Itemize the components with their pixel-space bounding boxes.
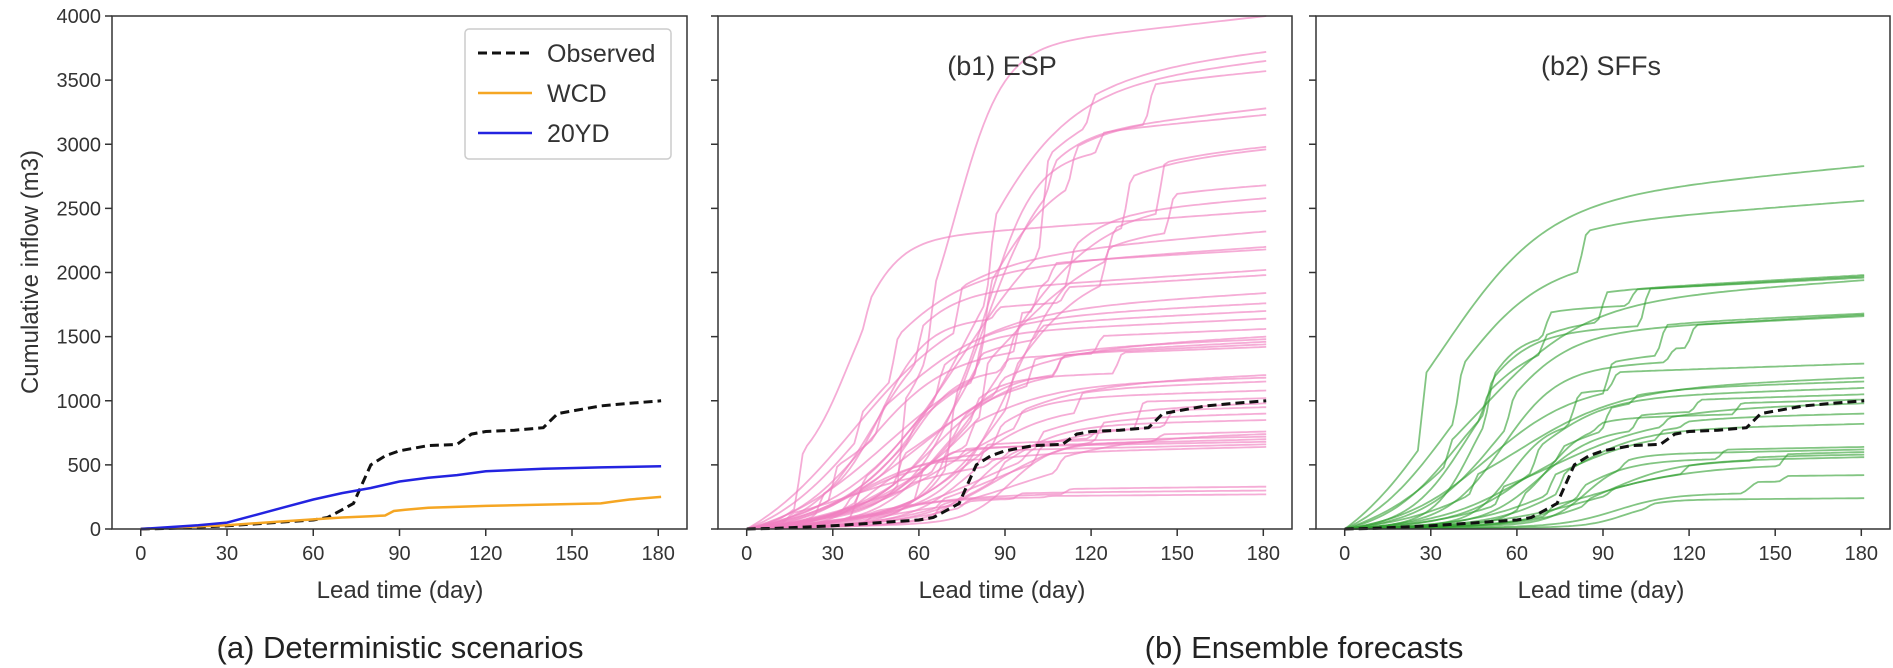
x-tick-label: 150 — [555, 543, 588, 565]
panel-b2-x-axis: 0 30 60 90 120 150 180 — [1339, 529, 1878, 565]
x-tick-label: 180 — [1845, 543, 1878, 565]
panel-a-ylabel: Cumulative inflow (m3) — [17, 150, 44, 394]
legend-label-20yd: 20YD — [547, 120, 610, 148]
ensemble-member-line — [1344, 402, 1865, 530]
ensemble-member-line — [746, 340, 1267, 530]
x-tick-label: 30 — [1420, 543, 1442, 565]
plot-b2-data — [1344, 165, 1865, 531]
caption-a: (a) Deterministic scenarios — [217, 630, 584, 665]
y-tick-label: 2000 — [57, 263, 102, 285]
series-line-20yd — [140, 464, 662, 531]
ensemble-member-line — [746, 446, 1267, 530]
ensemble-member-line — [746, 107, 1267, 530]
legend-label-observed: Observed — [547, 40, 655, 68]
x-tick-label: 0 — [741, 543, 752, 565]
ensemble-member-line — [746, 412, 1267, 530]
ensemble-member-line — [746, 489, 1267, 530]
series-line-observed — [746, 399, 1267, 531]
ensemble-member-line — [1344, 276, 1865, 530]
x-tick-label: 30 — [216, 543, 238, 565]
caption-b: (b) Ensemble forecasts — [1145, 630, 1464, 665]
legend-label-wcd: WCD — [547, 80, 607, 108]
ensemble-member-line — [1344, 165, 1865, 530]
x-tick-label: 0 — [1339, 543, 1350, 565]
panel-a-y-axis: 0 500 1000 1500 2000 2500 3000 3500 4000 — [57, 6, 112, 541]
series-line-wcd — [140, 495, 662, 531]
panel-b2-y-axis — [1309, 15, 1316, 530]
plot-a-data — [140, 399, 662, 531]
ensemble-member-line — [746, 230, 1267, 530]
y-tick-label: 4000 — [57, 6, 102, 28]
x-tick-label: 150 — [1759, 543, 1792, 565]
ensemble-member-line — [746, 245, 1267, 530]
ensemble-member-line — [1344, 376, 1865, 530]
x-tick-label: 30 — [822, 543, 844, 565]
ensemble-member-line — [746, 443, 1267, 530]
x-tick-label: 60 — [908, 543, 930, 565]
ensemble-member-line — [1344, 315, 1865, 530]
panel-b1-x-axis: 0 30 60 90 120 150 180 — [741, 529, 1280, 565]
y-tick-label: 0 — [90, 519, 101, 541]
ensemble-member-line — [1344, 199, 1865, 530]
y-tick-label: 3500 — [57, 70, 102, 92]
panel-b1-xlabel: Lead time (day) — [919, 577, 1086, 604]
legend: Observed WCD 20YD — [464, 28, 672, 160]
ensemble-member-line — [1344, 412, 1865, 530]
ensemble-member-line — [746, 60, 1267, 530]
panel-b1-y-axis — [711, 15, 718, 530]
x-tick-label: 120 — [1074, 543, 1107, 565]
ensemble-member-line — [746, 184, 1267, 530]
panel-b1-title: (b1) ESP — [947, 51, 1057, 81]
y-tick-label: 1000 — [57, 391, 102, 413]
ensemble-member-line — [746, 210, 1267, 530]
panel-a: 0 30 60 90 120 150 180 0 500 1000 1500 2000 2500 300… — [17, 6, 688, 604]
series-line-observed — [1344, 399, 1865, 531]
ensemble-member-line — [746, 338, 1267, 530]
x-tick-label: 0 — [135, 543, 146, 565]
plot-b1-data — [746, 15, 1267, 531]
panel-b1: 0 30 60 90 120 150 180 (b1) ESP Lead time (day… — [711, 15, 1293, 604]
panel-a-x-axis: 0 30 60 90 120 150 180 — [135, 529, 675, 565]
panel-b2: 0 30 60 90 120 150 180 (b2) SFFs Lead time (da… — [1309, 15, 1891, 604]
ensemble-member-line — [746, 15, 1267, 530]
ensemble-member-line — [746, 435, 1267, 530]
x-tick-label: 90 — [994, 543, 1016, 565]
y-tick-label: 2500 — [57, 198, 102, 220]
y-tick-label: 3000 — [57, 134, 102, 156]
panel-a-xlabel: Lead time (day) — [317, 577, 484, 604]
ensemble-member-line — [746, 374, 1267, 530]
ensemble-member-line — [746, 51, 1267, 530]
panel-b2-title: (b2) SFFs — [1541, 51, 1661, 81]
y-tick-label: 1500 — [57, 327, 102, 349]
panel-b2-xlabel: Lead time (day) — [1518, 577, 1685, 604]
ensemble-member-line — [746, 292, 1267, 530]
x-tick-label: 180 — [1247, 543, 1280, 565]
legend-box — [464, 28, 672, 160]
x-tick-label: 150 — [1161, 543, 1194, 565]
ensemble-member-line — [746, 485, 1267, 530]
x-tick-label: 120 — [469, 543, 502, 565]
ensemble-member-line — [746, 440, 1267, 530]
ensemble-member-line — [1344, 312, 1865, 530]
x-tick-label: 90 — [388, 543, 410, 565]
x-tick-label: 90 — [1592, 543, 1614, 565]
x-tick-label: 60 — [302, 543, 324, 565]
x-tick-label: 120 — [1672, 543, 1705, 565]
x-tick-label: 180 — [642, 543, 675, 565]
ensemble-member-line — [1344, 279, 1865, 530]
ensemble-member-line — [746, 145, 1267, 530]
ensemble-member-line — [746, 302, 1267, 530]
ensemble-member-line — [1344, 274, 1865, 530]
x-tick-label: 60 — [1506, 543, 1528, 565]
y-tick-label: 500 — [68, 455, 101, 477]
